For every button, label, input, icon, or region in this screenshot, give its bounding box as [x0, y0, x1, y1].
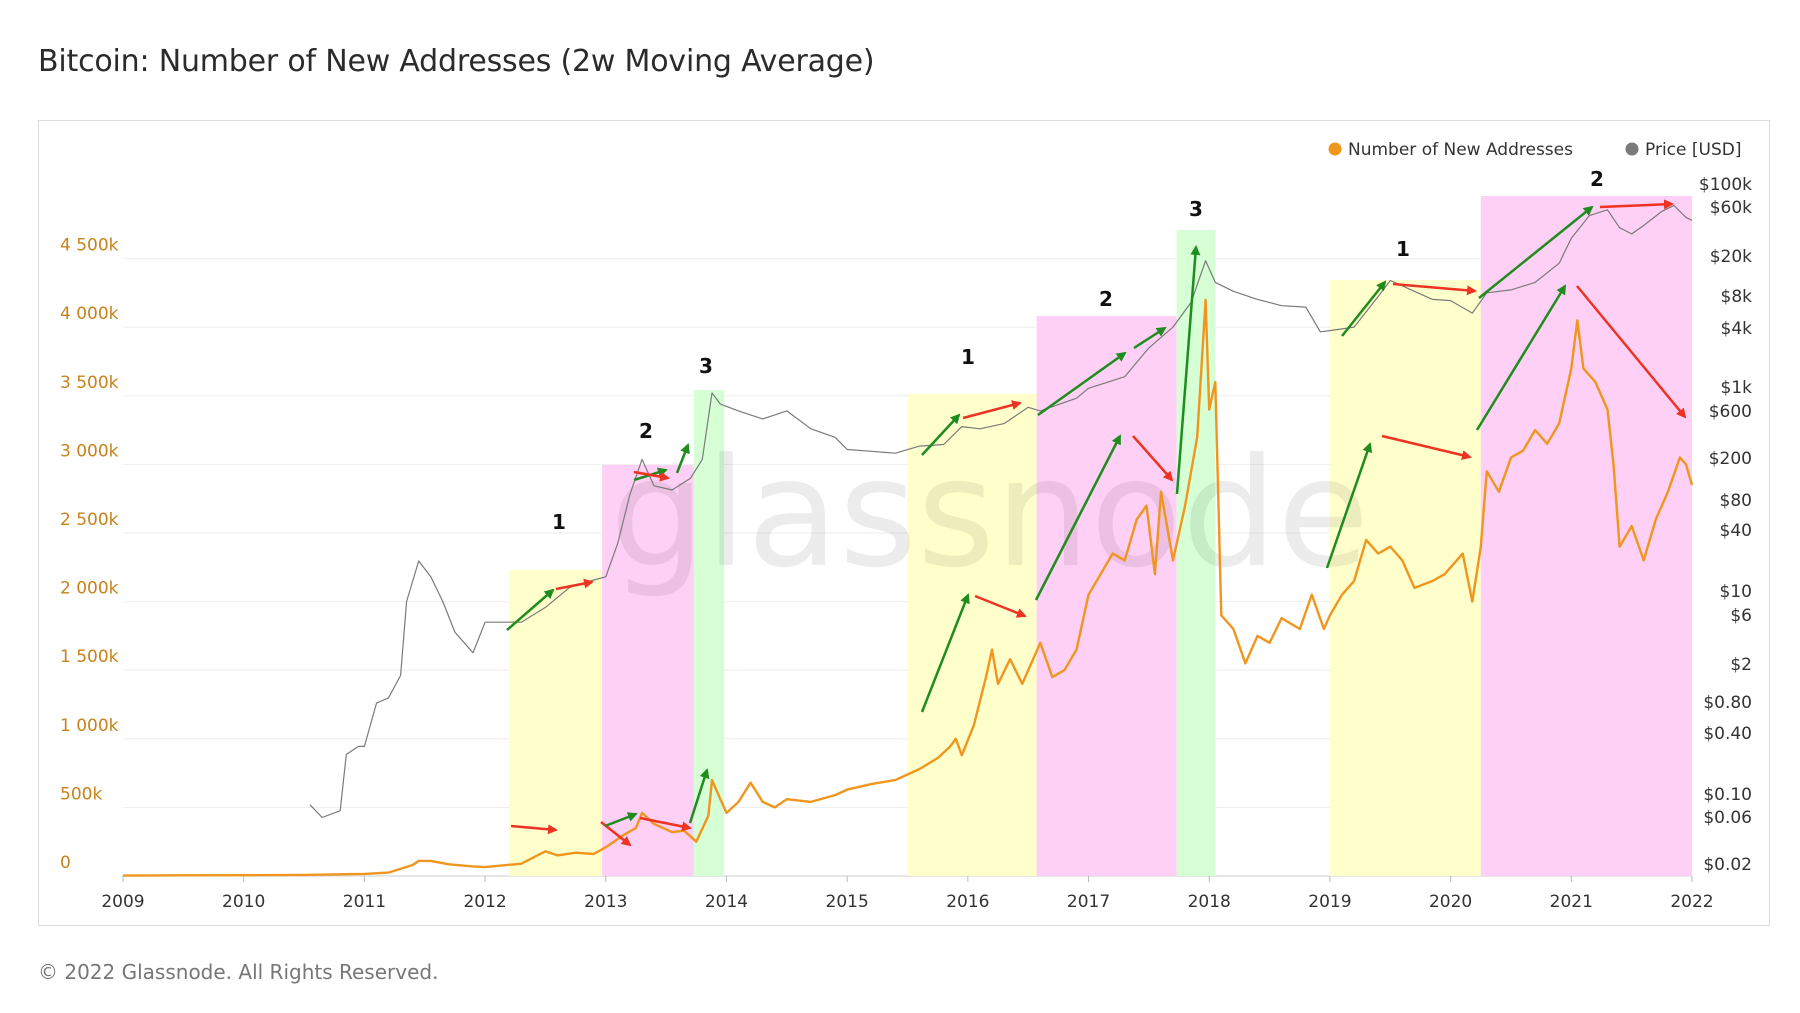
copyright-footer: © 2022 Glassnode. All Rights Reserved.	[38, 960, 439, 984]
trend-arrow-up	[1475, 284, 1567, 431]
right-tick-label: $6	[1730, 606, 1752, 626]
right-tick-label: $600	[1709, 402, 1752, 422]
watermark: glassnode	[610, 427, 1369, 601]
right-tick-label: $100k	[1699, 175, 1752, 195]
right-tick-label: $0.10	[1703, 785, 1752, 805]
phase-band-phase1	[907, 394, 1037, 876]
phase-labels: 1 2 3 1 2 3 1 2	[552, 167, 1604, 534]
trend-arrow-down	[633, 470, 670, 482]
left-tick-label: 0	[60, 853, 71, 873]
right-tick-label: $20k	[1710, 247, 1752, 267]
right-tick-label: $1k	[1721, 378, 1753, 398]
trend-arrow-up	[1341, 280, 1387, 337]
x-tick-label: 2016	[946, 892, 989, 912]
x-tick-label: 2019	[1308, 892, 1351, 912]
right-tick-label: $8k	[1721, 287, 1753, 307]
trend-arrow-down	[974, 594, 1027, 618]
left-tick-label: 1 500k	[60, 647, 119, 667]
right-axis: $100k $60k $20k $8k $4k $1k $600 $200 $80 $40 $10 $…	[1699, 175, 1752, 875]
x-tick-label: 2011	[343, 892, 386, 912]
left-axis: 0 500k 1 000k 1 500k 2 000k 2 500k 3 000k 3 500…	[60, 236, 119, 873]
trend-arrows	[506, 199, 1687, 847]
trend-arrow-down	[639, 816, 692, 832]
left-tick-label: 500k	[60, 784, 102, 804]
right-tick-label: $60k	[1710, 198, 1752, 218]
chart-title: Bitcoin: Number of New Addresses (2w Mov…	[38, 44, 875, 79]
series-new-addresses-line	[122, 298, 1694, 877]
phase-label: 1	[1396, 237, 1410, 261]
legend-label: Number of New Addresses	[1348, 140, 1573, 160]
trend-arrow-down	[1132, 435, 1174, 482]
series-lines	[122, 204, 1694, 877]
phase-band-phase2	[1036, 316, 1177, 876]
x-tick-label: 2020	[1429, 892, 1472, 912]
trend-arrow-up	[1133, 326, 1167, 350]
trend-arrow-up	[1034, 434, 1122, 601]
trend-arrow-up	[688, 768, 710, 824]
left-tick-label: 4 500k	[60, 236, 119, 256]
phase-label: 2	[639, 419, 653, 443]
trend-arrow-up	[604, 812, 638, 828]
x-tick-label: 2021	[1550, 892, 1593, 912]
trend-arrow-up	[1175, 245, 1201, 495]
phase-band-phase2	[602, 465, 694, 876]
trend-arrow-down	[1381, 434, 1472, 461]
phase-band-phase2	[1480, 196, 1692, 876]
right-tick-label: $80	[1720, 491, 1752, 511]
left-tick-label: 3 500k	[60, 373, 119, 393]
series-price-line	[309, 204, 1693, 819]
x-tick-label: 2014	[705, 892, 748, 912]
left-tick-label: 3 000k	[60, 441, 119, 461]
x-tick-label: 2010	[222, 892, 265, 912]
phase-label: 2	[1099, 287, 1113, 311]
right-tick-label: $0.80	[1703, 693, 1752, 713]
legend-marker	[1625, 142, 1639, 156]
left-tick-label: 4 000k	[60, 304, 119, 324]
phase-label: 3	[699, 354, 713, 378]
x-tick-label: 2018	[1188, 892, 1231, 912]
right-tick-label: $0.40	[1703, 724, 1752, 744]
x-tick-label: 2013	[584, 892, 627, 912]
right-tick-label: $40	[1720, 521, 1752, 541]
x-tick-label: 2017	[1067, 892, 1110, 912]
trend-arrow-down	[510, 824, 558, 835]
trend-arrow-down	[1392, 282, 1477, 296]
phase-label: 3	[1189, 197, 1203, 221]
x-tick-label: 2022	[1670, 892, 1713, 912]
trend-arrow-up	[1478, 205, 1594, 299]
trend-arrow-down	[1576, 285, 1687, 419]
trend-arrow-up	[1037, 351, 1127, 417]
trend-arrow-down	[962, 400, 1022, 420]
phase-label: 2	[1590, 167, 1604, 191]
trend-arrow-up	[675, 443, 690, 474]
x-tick-label: 2012	[463, 892, 506, 912]
trend-arrow-up	[920, 593, 970, 713]
legend-label: Price [USD]	[1645, 140, 1741, 160]
trend-arrow-down	[555, 578, 594, 591]
left-tick-label: 2 500k	[60, 510, 119, 530]
right-tick-label: $200	[1709, 449, 1752, 469]
right-tick-label: $0.02	[1703, 855, 1752, 875]
phase-label: 1	[552, 510, 566, 534]
right-tick-label: $0.06	[1703, 808, 1752, 828]
phase-bands	[509, 196, 1692, 876]
x-tick-label: 2015	[826, 892, 869, 912]
x-axis: 2009 2010 2011 2012 2013 2014 2015 2016 2017 2018…	[101, 876, 1714, 912]
phase-band-phase3	[1176, 230, 1216, 876]
right-tick-label: $2	[1730, 655, 1752, 675]
legend-marker	[1328, 142, 1342, 156]
trend-arrow-up	[1325, 442, 1373, 569]
trend-arrow-down	[1599, 199, 1674, 210]
trend-arrow-up	[921, 413, 961, 456]
legend: Number of New Addresses Price [USD]	[1328, 140, 1741, 160]
phase-label: 1	[961, 345, 975, 369]
left-tick-label: 1 000k	[60, 716, 119, 736]
x-tick-label: 2009	[101, 892, 144, 912]
right-tick-label: $10	[1720, 582, 1752, 602]
trend-arrow-up	[506, 588, 555, 631]
right-tick-label: $4k	[1721, 319, 1753, 339]
left-tick-label: 2 000k	[60, 579, 119, 599]
